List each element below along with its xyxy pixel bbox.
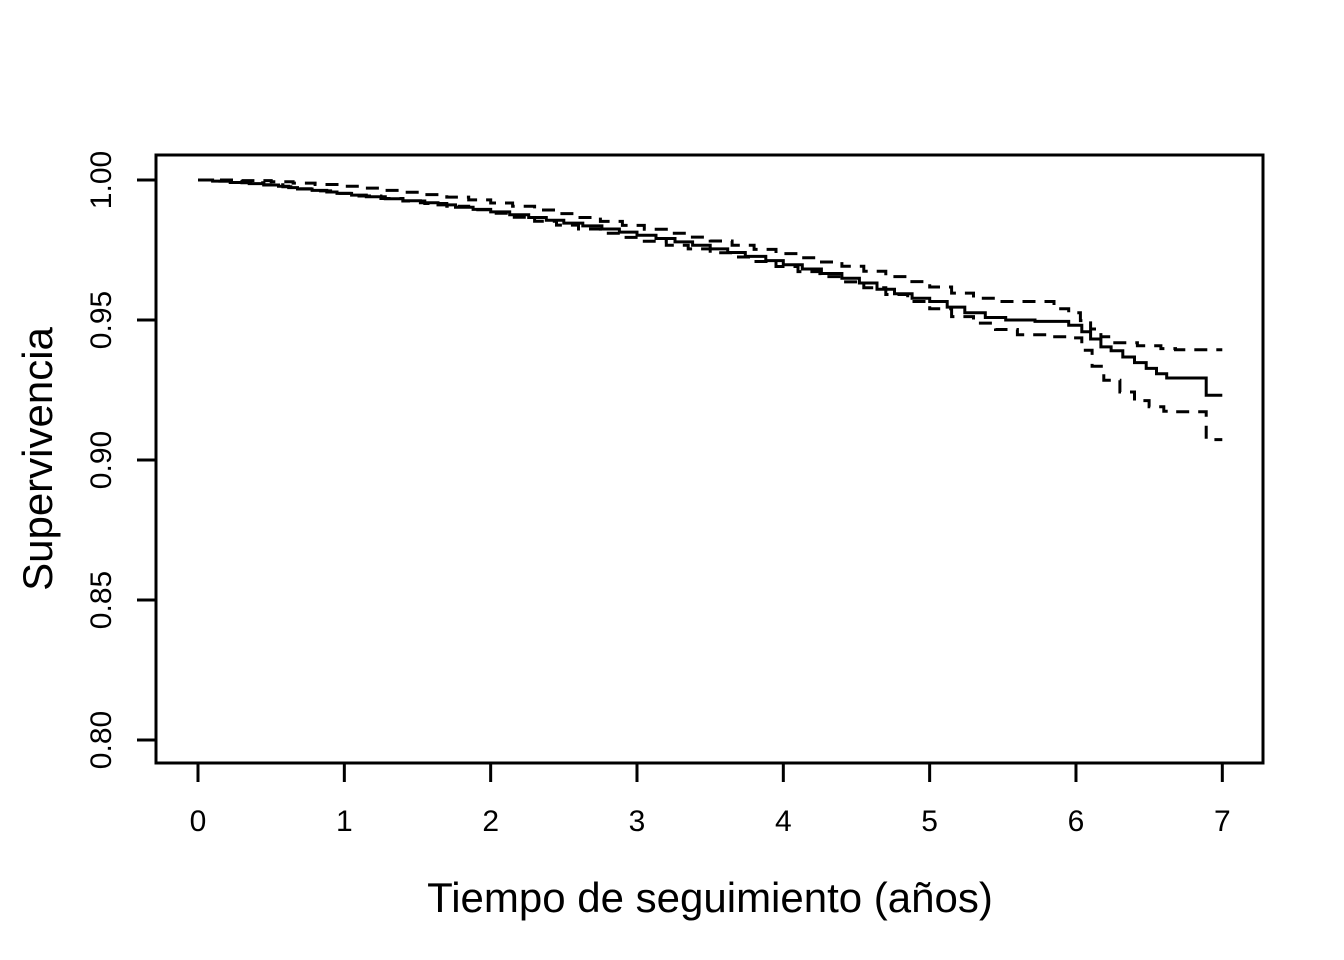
x-tick-label: 0 xyxy=(190,805,207,838)
y-axis-ticks: 0.80 0.85 0.90 0.95 1.00 xyxy=(85,151,156,769)
x-tick-label: 4 xyxy=(775,805,792,838)
ci-lower-line xyxy=(198,178,1223,442)
x-tick-label: 5 xyxy=(921,805,938,838)
ci-upper-line xyxy=(198,178,1223,352)
series-lines xyxy=(198,178,1223,442)
x-tick-label: 2 xyxy=(482,805,499,838)
x-axis-title: Tiempo de seguimiento (años) xyxy=(427,874,993,921)
y-axis-title: Supervivencia xyxy=(14,326,61,590)
y-tick-label: 0.90 xyxy=(85,431,118,489)
km-estimate-line xyxy=(198,178,1223,397)
x-tick-label: 1 xyxy=(336,805,353,838)
x-tick-label: 6 xyxy=(1068,805,1085,838)
x-tick-label: 3 xyxy=(629,805,646,838)
y-tick-label: 1.00 xyxy=(85,151,118,209)
y-tick-label: 0.85 xyxy=(85,571,118,629)
x-tick-label: 7 xyxy=(1214,805,1231,838)
y-tick-label: 0.95 xyxy=(85,291,118,349)
y-tick-label: 0.80 xyxy=(85,711,118,769)
x-axis-ticks: 0 1 2 3 4 5 6 7 xyxy=(190,763,1231,838)
